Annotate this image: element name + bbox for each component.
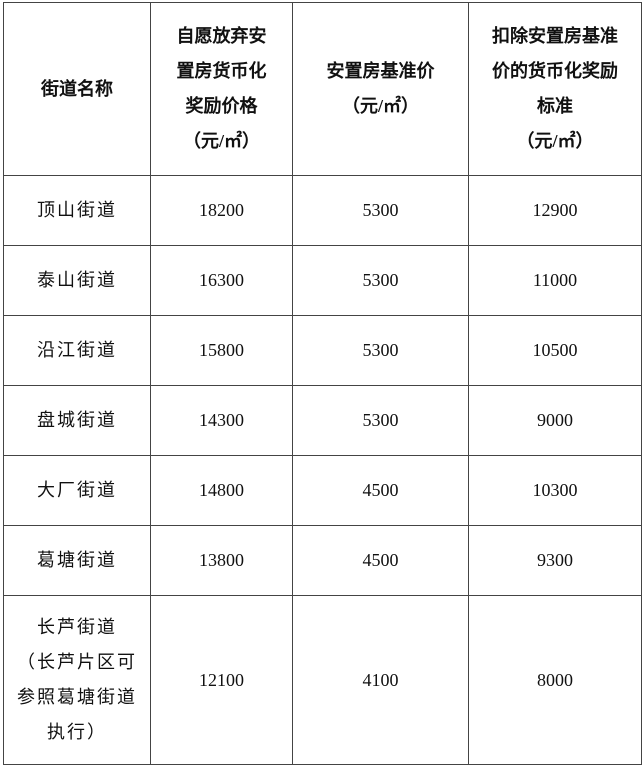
- header-net-reward: 扣除安置房基准 价的货币化奖励 标准 （元/㎡）: [468, 2, 642, 176]
- cell-base-price: 5300: [292, 385, 469, 456]
- table-row: 盘城街道 14300 5300 9000: [3, 385, 642, 456]
- cell-reward-price: 15800: [150, 315, 293, 386]
- cell-base-price: 4500: [292, 525, 469, 596]
- street-name-line: 大厂街道: [37, 480, 117, 500]
- street-name-line: 参照葛塘街道: [17, 687, 137, 707]
- street-name-line: 葛塘街道: [37, 550, 117, 570]
- header-line: （元/㎡）: [182, 131, 260, 151]
- cell-net-reward: 9300: [468, 525, 642, 596]
- header-line: 价的货币化奖励: [492, 61, 618, 81]
- table-row: 顶山街道 18200 5300 12900: [3, 175, 642, 246]
- cell-base-price: 4500: [292, 455, 469, 526]
- cell-street-name: 沿江街道: [3, 315, 151, 386]
- cell-base-price: 4100: [292, 595, 469, 765]
- cell-net-reward: 8000: [468, 595, 642, 765]
- cell-net-reward: 11000: [468, 245, 642, 316]
- street-name-line: 执行）: [47, 722, 107, 742]
- cell-net-reward: 10500: [468, 315, 642, 386]
- cell-reward-price: 16300: [150, 245, 293, 316]
- cell-reward-price: 14800: [150, 455, 293, 526]
- header-line: 置房货币化: [176, 61, 267, 81]
- cell-street-name: 长芦街道 （长芦片区可 参照葛塘街道 执行）: [3, 595, 151, 765]
- table-row: 葛塘街道 13800 4500 9300: [3, 525, 642, 596]
- header-street-name: 街道名称: [3, 2, 151, 176]
- street-name-line: 盘城街道: [37, 410, 117, 430]
- cell-street-name: 大厂街道: [3, 455, 151, 526]
- table-row: 长芦街道 （长芦片区可 参照葛塘街道 执行） 12100 4100 8000: [3, 595, 642, 765]
- header-base-price: 安置房基准价 （元/㎡）: [292, 2, 469, 176]
- street-name-line: 沿江街道: [37, 340, 117, 360]
- cell-street-name: 葛塘街道: [3, 525, 151, 596]
- header-line: 奖励价格: [185, 96, 258, 116]
- street-name-line: 长芦街道: [37, 617, 117, 637]
- header-row: 街道名称 自愿放弃安 置房货币化 奖励价格 （元/㎡） 安置房基准价 （元/㎡） 扣除安置房基…: [3, 2, 642, 176]
- header-reward-price: 自愿放弃安置房货币化奖励价格 （元/㎡）: [150, 2, 293, 176]
- cell-street-name: 顶山街道: [3, 175, 151, 246]
- header-line: （元/㎡）: [341, 96, 419, 116]
- cell-reward-price: 18200: [150, 175, 293, 246]
- cell-street-name: 盘城街道: [3, 385, 151, 456]
- header-line: （元/㎡）: [516, 131, 594, 151]
- subsidy-table: 街道名称 自愿放弃安 置房货币化 奖励价格 （元/㎡） 安置房基准价 （元/㎡） 扣除安置房基…: [3, 2, 642, 765]
- cell-reward-price: 12100: [150, 595, 293, 765]
- cell-base-price: 5300: [292, 315, 469, 386]
- cell-reward-price: 13800: [150, 525, 293, 596]
- cell-net-reward: 12900: [468, 175, 642, 246]
- table-row: 沿江街道 15800 5300 10500: [3, 315, 642, 386]
- street-name-line: 顶山街道: [37, 200, 117, 220]
- table-row: 大厂街道 14800 4500 10300: [3, 455, 642, 526]
- header-line: 街道名称: [41, 78, 113, 99]
- street-name-line: 泰山街道: [37, 270, 117, 290]
- cell-net-reward: 10300: [468, 455, 642, 526]
- cell-reward-price: 14300: [150, 385, 293, 456]
- header-line: 自愿放弃安: [176, 26, 267, 46]
- header-line: 标准: [537, 96, 573, 116]
- header-line: 安置房基准价: [326, 61, 435, 81]
- cell-base-price: 5300: [292, 175, 469, 246]
- cell-base-price: 5300: [292, 245, 469, 316]
- header-line: 扣除安置房基准: [492, 26, 618, 46]
- cell-street-name: 泰山街道: [3, 245, 151, 316]
- cell-net-reward: 9000: [468, 385, 642, 456]
- street-name-line: （长芦片区可: [17, 652, 137, 672]
- table-row: 泰山街道 16300 5300 11000: [3, 245, 642, 316]
